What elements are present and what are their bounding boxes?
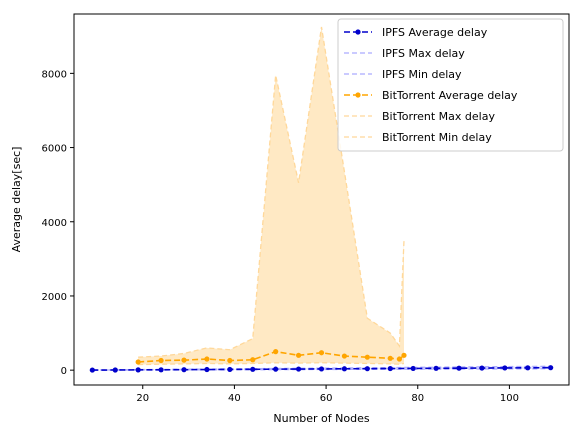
point-bittorrent-average-delay [387, 355, 393, 361]
point-bittorrent-average-delay [181, 357, 187, 363]
x-tick-label: 100 [500, 393, 519, 404]
legend-label-ipfs-min-delay: IPFS Min delay [382, 68, 462, 81]
point-ipfs-average-delay [135, 367, 141, 373]
bittorrent-band-fill [138, 26, 404, 365]
point-bittorrent-average-delay [250, 357, 256, 363]
legend-label-bittorrent-min-delay: BitTorrent Min delay [382, 131, 492, 144]
point-bittorrent-average-delay [204, 356, 210, 362]
series-line-bittorrent-min-delay [138, 362, 405, 366]
point-ipfs-average-delay [548, 365, 554, 371]
legend-label-bittorrent-average-delay: BitTorrent Average delay [382, 89, 518, 102]
point-bittorrent-average-delay [401, 352, 407, 358]
series-markers [89, 349, 554, 373]
point-ipfs-average-delay [295, 366, 302, 372]
point-bittorrent-average-delay [396, 356, 403, 362]
point-bittorrent-average-delay [295, 352, 302, 358]
point-ipfs-average-delay [479, 365, 485, 371]
point-bittorrent-average-delay [318, 350, 325, 356]
x-axis-label: Number of Nodes [273, 412, 369, 425]
point-ipfs-average-delay [433, 365, 439, 371]
point-ipfs-average-delay [227, 366, 233, 373]
point-bittorrent-average-delay [158, 357, 164, 364]
point-bittorrent-average-delay [341, 353, 348, 359]
point-ipfs-average-delay [318, 366, 325, 372]
legend-label-ipfs-max-delay: IPFS Max delay [382, 47, 465, 60]
point-ipfs-average-delay [456, 365, 462, 371]
point-ipfs-average-delay [89, 367, 95, 373]
point-ipfs-average-delay [112, 367, 118, 373]
point-ipfs-average-delay [525, 365, 531, 371]
series-line-bittorrent-max-delay [138, 26, 405, 358]
point-ipfs-average-delay [273, 366, 279, 372]
point-bittorrent-average-delay [364, 354, 370, 360]
point-bittorrent-average-delay [227, 357, 233, 364]
y-tick-label: 8000 [42, 69, 67, 80]
legend: IPFS Average delay IPFS Max delay IPFS Min… [337, 18, 564, 152]
x-axis-ticks: 20 40 60 80 100 [136, 385, 519, 404]
plot-frame [73, 13, 570, 386]
point-ipfs-average-delay [341, 366, 348, 372]
point-ipfs-average-delay [158, 367, 164, 373]
point-ipfs-average-delay [204, 366, 210, 373]
x-tick-label: 80 [411, 393, 424, 404]
y-tick-label: 4000 [42, 218, 67, 229]
y-tick-label: 0 [61, 366, 67, 377]
point-ipfs-average-delay [410, 365, 416, 372]
y-axis-label: Average delay[sec] [10, 147, 23, 253]
point-ipfs-average-delay [181, 367, 187, 373]
x-tick-label: 40 [228, 393, 241, 404]
point-ipfs-average-delay [250, 366, 256, 372]
point-ipfs-average-delay [364, 366, 370, 372]
legend-label-bittorrent-max-delay: BitTorrent Max delay [382, 110, 495, 123]
point-bittorrent-average-delay [135, 359, 141, 365]
point-ipfs-average-delay [387, 365, 393, 372]
point-ipfs-average-delay [502, 365, 508, 371]
series-line-bittorrent-average-delay [138, 350, 405, 363]
point-bittorrent-average-delay [273, 349, 279, 355]
x-tick-label: 20 [136, 393, 149, 404]
x-tick-label: 60 [320, 393, 333, 404]
legend-label-ipfs-average-delay: IPFS Average delay [382, 26, 488, 39]
legend-marker-ipfs-average-delay [355, 29, 361, 35]
y-tick-label: 2000 [42, 292, 67, 303]
y-axis-ticks: 0 2000 4000 6000 8000 [42, 69, 74, 377]
legend-marker-bittorrent-average-delay [355, 92, 361, 98]
legend-box [337, 18, 564, 152]
y-tick-label: 6000 [42, 144, 67, 155]
